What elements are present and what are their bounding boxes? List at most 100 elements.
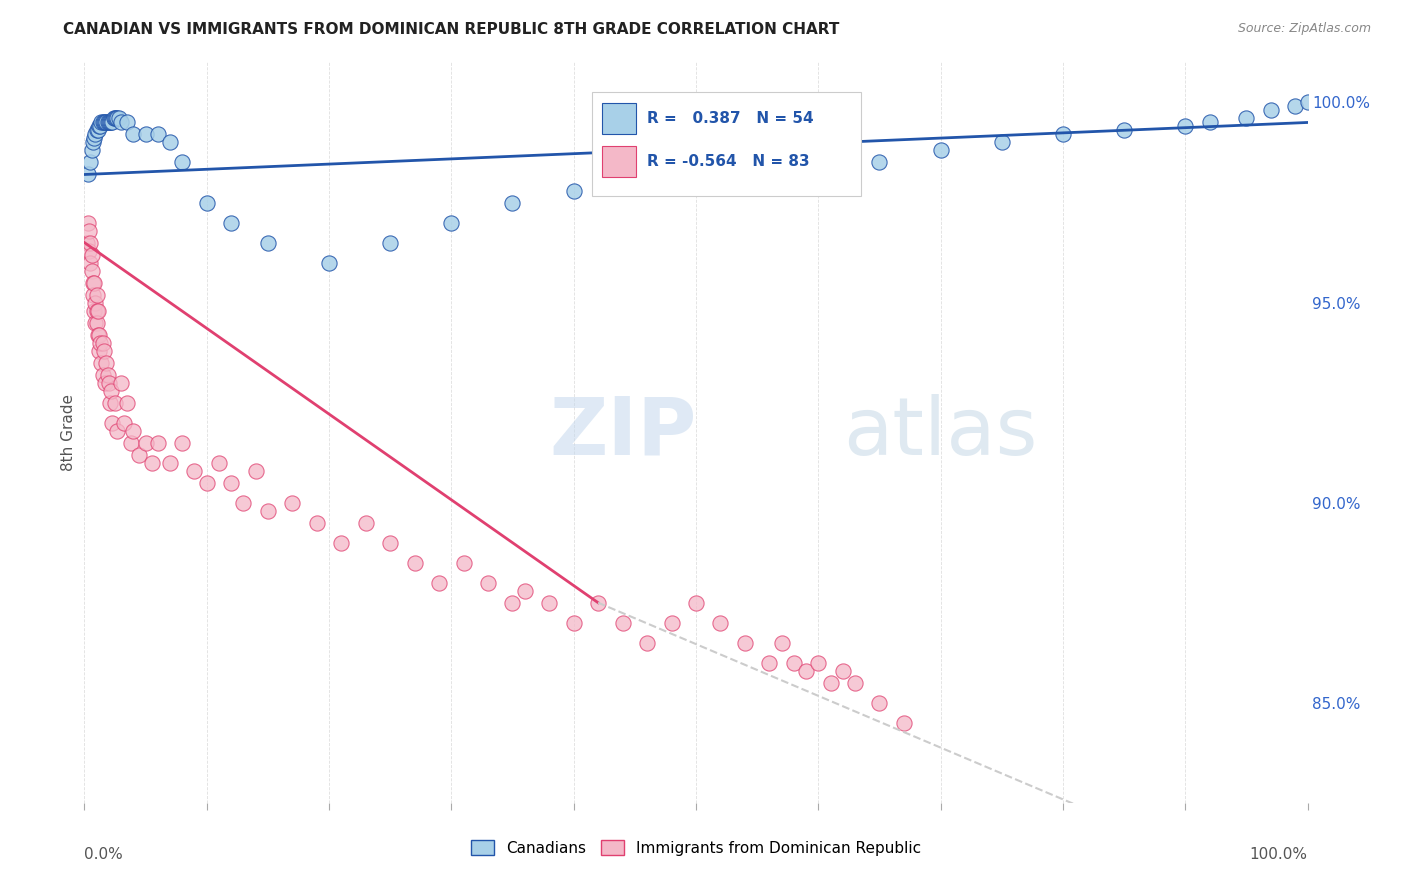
Point: [86, 287, 108, 301]
Point: [107, 112, 129, 126]
Point: [1296, 95, 1319, 110]
Point: [208, 456, 231, 470]
Point: [807, 176, 830, 190]
Point: [172, 435, 194, 450]
Point: [305, 516, 328, 530]
Point: [586, 596, 609, 610]
Point: [709, 615, 731, 630]
Point: [77, 168, 100, 182]
FancyBboxPatch shape: [602, 103, 636, 135]
Point: [562, 615, 585, 630]
Point: [96, 115, 118, 129]
Point: [83, 276, 105, 290]
Point: [110, 376, 132, 390]
Point: [636, 636, 658, 650]
Point: [502, 596, 524, 610]
Point: [101, 115, 124, 129]
Point: [90, 115, 112, 129]
Point: [1114, 123, 1136, 137]
Point: [183, 464, 205, 478]
Point: [747, 176, 769, 190]
Point: [100, 115, 122, 129]
Point: [83, 303, 105, 318]
Point: [77, 215, 100, 229]
Point: [232, 496, 254, 510]
Point: [86, 123, 108, 137]
Point: [87, 120, 110, 134]
Point: [112, 416, 135, 430]
Point: [513, 583, 536, 598]
Point: [219, 215, 242, 229]
Point: [87, 327, 110, 342]
Point: [502, 195, 524, 210]
Point: [115, 395, 138, 409]
Point: [1236, 112, 1258, 126]
Point: [820, 675, 842, 690]
Point: [79, 235, 101, 250]
Point: [893, 715, 915, 730]
Point: [83, 131, 105, 145]
Point: [257, 503, 280, 517]
Point: [146, 128, 169, 142]
Point: [93, 343, 115, 358]
Point: [93, 115, 115, 129]
Point: [105, 424, 128, 438]
Point: [84, 295, 107, 310]
Point: [89, 335, 111, 350]
Point: [440, 215, 463, 229]
Point: [86, 303, 108, 318]
Point: [97, 115, 120, 129]
Point: [685, 596, 707, 610]
Point: [159, 136, 181, 150]
Point: [80, 144, 103, 158]
Point: [257, 235, 280, 250]
Point: [135, 435, 157, 450]
Text: CANADIAN VS IMMIGRANTS FROM DOMINICAN REPUBLIC 8TH GRADE CORRELATION CHART: CANADIAN VS IMMIGRANTS FROM DOMINICAN RE…: [63, 22, 839, 37]
Point: [100, 384, 122, 398]
Point: [87, 327, 110, 342]
Point: [87, 343, 110, 358]
FancyBboxPatch shape: [592, 92, 860, 195]
Point: [77, 223, 100, 237]
Point: [86, 316, 108, 330]
Point: [96, 355, 118, 369]
Point: [91, 115, 114, 129]
Point: [1174, 120, 1197, 134]
Point: [79, 155, 101, 169]
Point: [97, 115, 120, 129]
Point: [770, 636, 793, 650]
Point: [477, 575, 499, 590]
Point: [76, 235, 98, 250]
Text: atlas: atlas: [842, 393, 1038, 472]
Point: [172, 155, 194, 169]
Point: [91, 335, 114, 350]
Point: [404, 556, 426, 570]
Text: R = -0.564   N = 83: R = -0.564 N = 83: [647, 154, 810, 169]
Point: [929, 144, 952, 158]
Text: R =   0.387   N = 54: R = 0.387 N = 54: [647, 112, 814, 126]
Point: [128, 448, 150, 462]
Text: Source: ZipAtlas.com: Source: ZipAtlas.com: [1237, 22, 1371, 36]
Point: [1052, 128, 1074, 142]
Legend: Canadians, Immigrants from Dominican Republic: Canadians, Immigrants from Dominican Rep…: [464, 834, 928, 862]
Point: [758, 656, 780, 670]
Point: [80, 247, 103, 261]
Point: [159, 456, 181, 470]
Point: [1284, 99, 1306, 113]
Point: [105, 112, 128, 126]
Point: [98, 395, 121, 409]
Point: [195, 195, 218, 210]
Point: [122, 128, 145, 142]
Point: [831, 664, 853, 678]
Point: [87, 123, 110, 137]
Point: [869, 696, 891, 710]
Point: [77, 244, 100, 258]
Point: [104, 112, 127, 126]
Point: [141, 456, 163, 470]
Point: [453, 556, 475, 570]
Point: [146, 435, 169, 450]
Point: [219, 475, 242, 490]
Point: [245, 464, 267, 478]
Point: [685, 176, 707, 190]
Point: [844, 675, 866, 690]
